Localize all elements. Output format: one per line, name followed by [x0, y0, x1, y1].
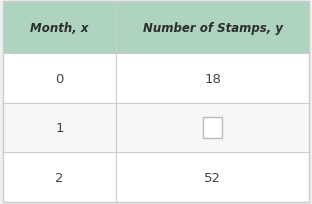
Bar [203, 118, 222, 138]
Bar [3, 2, 309, 54]
Text: 0: 0 [56, 72, 64, 85]
Bar [3, 54, 309, 103]
Text: 52: 52 [204, 171, 221, 184]
Bar [3, 153, 309, 202]
Text: 18: 18 [204, 72, 221, 85]
Text: Month, x: Month, x [31, 22, 89, 34]
Text: Number of Stamps, y: Number of Stamps, y [143, 22, 283, 34]
Text: 1: 1 [56, 122, 64, 134]
Bar [3, 103, 309, 153]
Text: 2: 2 [56, 171, 64, 184]
